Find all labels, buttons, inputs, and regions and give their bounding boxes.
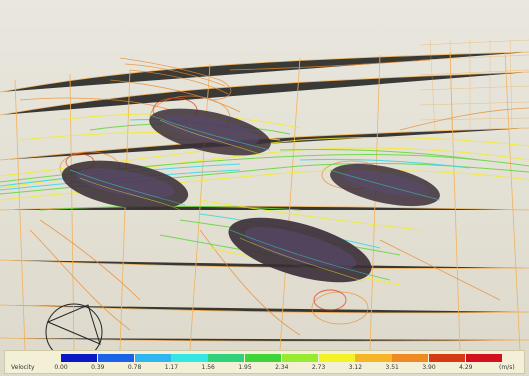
legend-swatch	[245, 354, 282, 362]
legend-swatch	[61, 354, 98, 362]
surface-streamlines	[69, 114, 441, 276]
legend-tick-label: 0.78	[127, 364, 142, 371]
legend-swatch	[134, 354, 171, 362]
legend-tick-label: 3.12	[348, 364, 363, 371]
far-grid	[419, 39, 529, 131]
legend-tick-label: 1.17	[164, 364, 179, 371]
legend-swatch	[355, 354, 392, 362]
legend-tick-label: 0.00	[54, 364, 68, 371]
legend-tick-label: 3.51	[385, 364, 399, 371]
legend-swatch	[281, 354, 319, 362]
legend-tick-label: 2.34	[275, 364, 289, 371]
legend-swatch	[429, 354, 466, 362]
legend-swatch	[208, 354, 245, 362]
legend-tick-label: 2.73	[311, 364, 326, 371]
legend-swatch	[392, 354, 429, 362]
legend-tick-label: 1.56	[201, 364, 215, 371]
velocity-legend: Velocity 0.00 0.39 0.78 1.17 1.56 1.95 2.34 2.7…	[4, 350, 525, 374]
legend-title: Velocity	[11, 364, 35, 371]
legend-tick-label: 1.95	[238, 364, 252, 371]
ground-grid	[0, 51, 529, 351]
legend-tick-label: 3.90	[422, 364, 436, 371]
legend-tick-label: 0.39	[91, 364, 105, 371]
legend-unit: (m/s)	[499, 364, 515, 371]
legend-swatch	[171, 354, 208, 362]
legend-swatch	[318, 354, 355, 362]
legend-swatch	[465, 354, 503, 362]
surface-streamlines-yellow	[79, 119, 366, 283]
legend-swatch	[97, 354, 135, 362]
legend-tick-label: 4.29	[459, 364, 473, 371]
